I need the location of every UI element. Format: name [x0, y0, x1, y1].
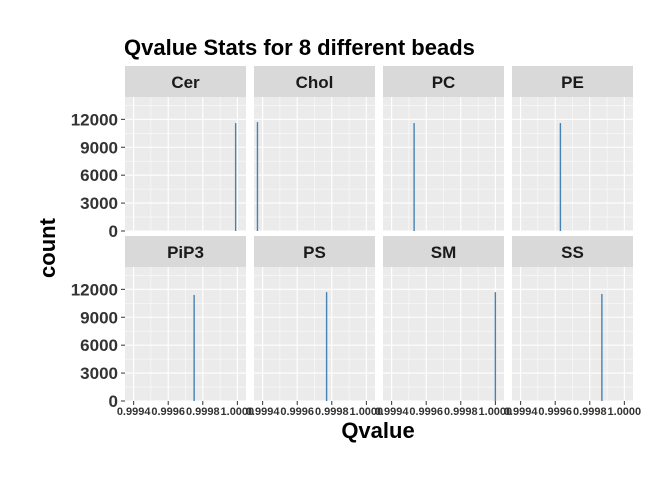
y-axis-title: count — [35, 217, 60, 278]
x-tick-label: 0.9994 — [117, 406, 152, 418]
bar-sm-0 — [494, 292, 497, 401]
strip-pe — [512, 66, 633, 97]
bar-chol-0 — [256, 122, 259, 231]
strip-pc — [383, 66, 504, 97]
bar-pip3-0 — [193, 294, 195, 401]
bar-pe-0 — [559, 123, 562, 231]
bar-ss-0 — [601, 293, 603, 401]
x-tick-label: 0.9994 — [246, 406, 281, 418]
x-tick-label: 0.9994 — [504, 406, 539, 418]
bar-cer-0 — [234, 123, 237, 231]
strip-label-pip3: PiP3 — [167, 243, 204, 262]
y-tick-label: 3000 — [80, 364, 118, 383]
strip-label-ps: PS — [303, 243, 326, 262]
strip-ps — [254, 236, 375, 267]
bar-ps-0 — [325, 292, 328, 401]
x-tick-label: 0.9996 — [409, 406, 443, 418]
strip-label-sm: SM — [431, 243, 457, 262]
x-tick-label: 0.9996 — [280, 406, 314, 418]
x-tick-label: 0.9998 — [315, 406, 349, 418]
strip-cer — [125, 66, 246, 97]
strip-ss — [512, 236, 633, 267]
x-tick-label: 0.9996 — [538, 406, 572, 418]
x-tick-label: 1.0000 — [608, 406, 642, 418]
strip-label-pc: PC — [432, 73, 456, 92]
strip-label-ss: SS — [561, 243, 584, 262]
chart-title: Qvalue Stats for 8 different beads — [124, 35, 475, 60]
x-axis-title: Qvalue — [341, 418, 414, 443]
x-tick-label: 1.0000 — [221, 406, 255, 418]
strip-chol — [254, 66, 375, 97]
bar-pc-0 — [413, 123, 415, 231]
strip-pip3 — [125, 236, 246, 267]
y-tick-label: 9000 — [80, 308, 118, 327]
x-tick-label: 1.0000 — [350, 406, 384, 418]
strip-label-cer: Cer — [171, 73, 200, 92]
x-tick-label: 0.9998 — [573, 406, 607, 418]
strip-label-pe: PE — [561, 73, 584, 92]
y-tick-label: 6000 — [80, 166, 118, 185]
x-tick-label: 1.0000 — [479, 406, 513, 418]
strip-label-chol: Chol — [296, 73, 334, 92]
x-tick-label: 0.9998 — [186, 406, 220, 418]
x-tick-label: 0.9998 — [444, 406, 478, 418]
y-tick-label: 0 — [109, 222, 118, 241]
y-tick-label: 3000 — [80, 194, 118, 213]
strip-sm — [383, 236, 504, 267]
x-tick-label: 0.9994 — [375, 406, 410, 418]
y-tick-label: 9000 — [80, 138, 118, 157]
y-tick-label: 6000 — [80, 336, 118, 355]
y-tick-label: 12000 — [71, 110, 118, 129]
y-tick-label: 12000 — [71, 280, 118, 299]
y-tick-label: 0 — [109, 392, 118, 411]
x-tick-label: 0.9996 — [151, 406, 185, 418]
